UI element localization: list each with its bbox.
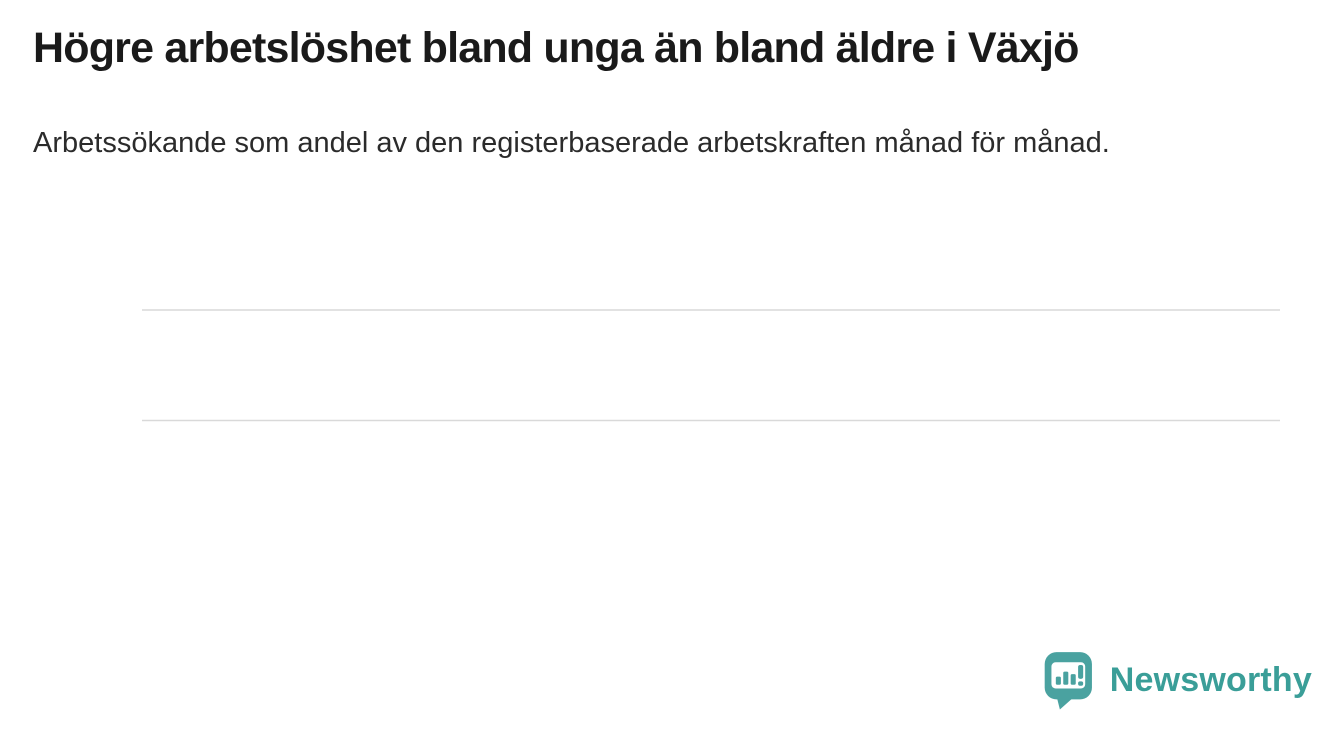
page-title: Högre arbetslöshet bland unga än bland ä…: [33, 24, 1079, 72]
newsworthy-branding: Newsworthy: [1043, 650, 1312, 710]
page-subtitle: Arbetssökande som andel av den registerb…: [33, 127, 1110, 159]
newsworthy-logo-text: Newsworthy: [1109, 660, 1312, 699]
newsworthy-speech-bubble-bar-chart-icon: [1044, 652, 1092, 710]
